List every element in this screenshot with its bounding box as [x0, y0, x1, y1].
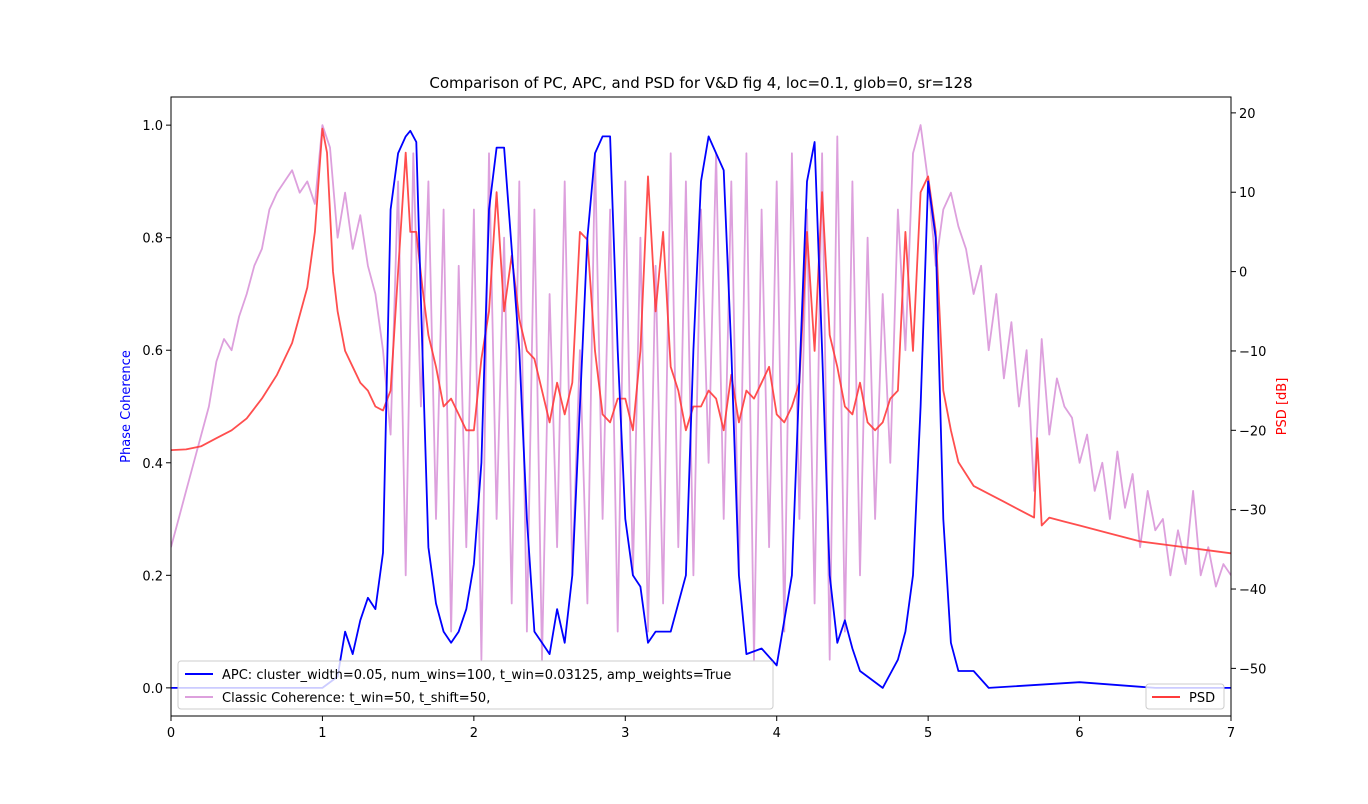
y-tick-label-right: −20	[1239, 424, 1266, 439]
y-tick-label-right: −50	[1239, 662, 1266, 677]
x-tick-label: 6	[1075, 726, 1083, 741]
axes-frame	[170, 96, 1232, 717]
plot-area	[171, 124, 1231, 689]
y-axis-label-left: Phase Coherence	[119, 350, 134, 463]
chart-title: Comparison of PC, APC, and PSD for V&D f…	[429, 74, 972, 92]
x-tick-label: 0	[167, 726, 175, 741]
x-tick-label: 1	[318, 726, 326, 741]
y-tick-label-left: 1.0	[142, 119, 163, 134]
x-tick-label: 5	[924, 726, 932, 741]
legend-left-box	[177, 660, 774, 710]
y-tick-label-left: 0.4	[142, 457, 163, 472]
legend-right-box	[1145, 683, 1225, 710]
y-tick-label-right: −40	[1239, 583, 1266, 598]
series-line-classic-coherence	[171, 124, 1231, 661]
x-tick-label: 4	[773, 726, 781, 741]
y-axis-label-right: PSD [dB]	[1275, 378, 1290, 436]
y-tick-label-right: 10	[1239, 186, 1256, 201]
y-tick-label-left: 0.8	[142, 232, 163, 247]
legend-apc-label: APC: cluster_width=0.05, num_wins=100, t…	[222, 668, 731, 683]
y-tick-label-right: −30	[1239, 504, 1266, 519]
y-tick-label-left: 0.6	[142, 344, 163, 359]
x-tick-label: 2	[470, 726, 478, 741]
x-tick-label: 7	[1227, 726, 1235, 741]
legend-right: PSD	[1145, 683, 1225, 710]
axes: 0 1 2 3 4 5 6 7 0.0 0.2 0.4 0.6 0.8 1.0 −50 −40 −30 −20 −1…	[142, 96, 1266, 741]
y-tick-label-left: 0.0	[142, 682, 163, 697]
legend-classic-label: Classic Coherence: t_win=50, t_shift=50,	[222, 691, 490, 706]
series-line-apc	[171, 129, 1231, 689]
y-tick-label-right: 0	[1239, 266, 1247, 281]
y-tick-label-right: −10	[1239, 345, 1266, 360]
y-tick-label-right: 20	[1239, 107, 1256, 122]
legend-left: APC: cluster_width=0.05, num_wins=100, t…	[177, 660, 774, 710]
x-tick-label: 3	[621, 726, 629, 741]
legend-psd-label: PSD	[1189, 691, 1215, 706]
y-tick-label-left: 0.2	[142, 569, 163, 584]
